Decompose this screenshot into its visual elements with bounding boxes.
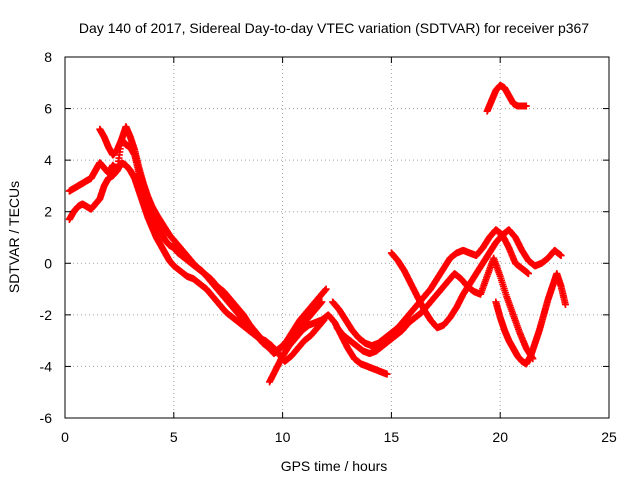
series-track-b [65,159,328,365]
data-point [318,298,326,306]
series-track-h [492,270,569,368]
chart-title: Day 140 of 2017, Sidereal Day-to-day VTE… [79,20,589,36]
x-axis-label: GPS time / hours [281,458,388,474]
series-track-c [96,123,330,358]
data-point [322,285,330,293]
x-tick-label: 0 [61,429,69,445]
x-tick-label: 25 [601,429,617,445]
data-point [557,252,565,260]
data-point [522,102,530,110]
y-tick-label: -6 [40,410,53,426]
x-tick-label: 10 [275,429,291,445]
data-point [561,301,569,309]
series-track-e [329,226,532,350]
y-tick-label: 6 [44,101,52,117]
x-tick-label: 5 [170,429,178,445]
data-points [65,81,569,386]
data-point [383,370,391,378]
y-tick-label: 8 [44,49,52,65]
y-tick-label: -2 [40,307,53,323]
series-track-a [65,136,326,355]
x-tick-label: 15 [384,429,400,445]
y-tick-label: 2 [44,204,52,220]
x-ticks: 0 5 10 15 20 25 [61,57,617,445]
y-tick-label: 0 [44,255,52,271]
y-tick-label: 4 [44,152,52,168]
data-point [524,270,532,278]
x-tick-label: 20 [492,429,508,445]
grid-lines [65,57,609,418]
series-track-g [387,226,565,332]
y-ticks: -6 -4 -2 0 2 4 6 8 [40,49,609,426]
plot-frame [64,56,610,419]
y-axis-label: SDTVAR / TECUs [6,181,22,293]
y-tick-label: -4 [40,358,53,374]
series-track-d [266,311,391,386]
series-track-i [483,81,530,115]
